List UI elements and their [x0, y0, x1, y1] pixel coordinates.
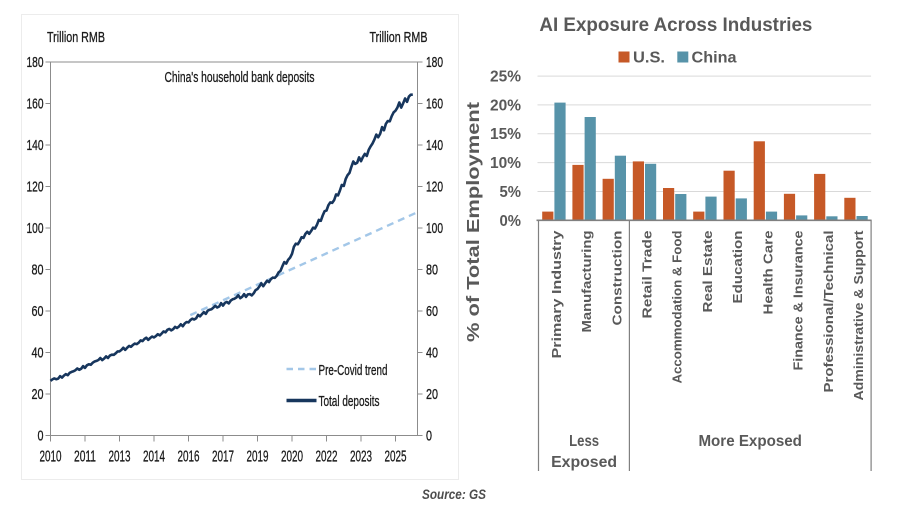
svg-text:80: 80: [32, 263, 44, 279]
svg-text:2020: 2020: [281, 449, 303, 466]
svg-text:40: 40: [426, 346, 438, 362]
svg-text:0: 0: [426, 429, 432, 445]
svg-text:60: 60: [426, 304, 438, 320]
svg-text:100: 100: [426, 221, 443, 237]
svg-text:120: 120: [426, 180, 443, 196]
svg-text:Primary Industry: Primary Industry: [549, 230, 564, 359]
svg-text:2013: 2013: [109, 449, 131, 466]
svg-text:Exposed: Exposed: [551, 454, 617, 471]
svg-text:Manufacturing: Manufacturing: [579, 231, 594, 333]
svg-text:Finance & Insurance: Finance & Insurance: [791, 231, 806, 371]
svg-text:2014: 2014: [143, 449, 165, 466]
svg-text:0: 0: [38, 429, 44, 445]
svg-text:0%: 0%: [500, 213, 522, 230]
svg-text:Trillion RMB: Trillion RMB: [47, 30, 105, 46]
svg-text:Pre-Covid trend: Pre-Covid trend: [319, 362, 388, 379]
svg-text:Education: Education: [730, 231, 745, 304]
svg-text:20%: 20%: [490, 97, 521, 114]
svg-text:2017: 2017: [212, 449, 234, 466]
svg-text:% of Total Employment: % of Total Employment: [463, 102, 483, 342]
svg-text:60: 60: [32, 304, 44, 320]
svg-text:Health Care: Health Care: [760, 231, 775, 315]
svg-text:U.S.: U.S.: [633, 50, 665, 67]
svg-text:160: 160: [426, 97, 443, 113]
svg-text:2011: 2011: [74, 449, 96, 466]
svg-text:2023: 2023: [350, 449, 372, 466]
svg-text:2019: 2019: [247, 449, 269, 466]
svg-text:10%: 10%: [490, 155, 521, 172]
svg-text:140: 140: [426, 138, 443, 154]
svg-text:AI Exposure Across Industries: AI Exposure Across Industries: [539, 15, 812, 36]
svg-text:40: 40: [32, 346, 44, 362]
svg-text:Real Estate: Real Estate: [700, 231, 715, 313]
svg-text:25%: 25%: [490, 69, 521, 86]
svg-text:100: 100: [27, 221, 44, 237]
svg-text:Source: GS: Source: GS: [422, 487, 486, 502]
svg-text:China's household bank deposit: China's household bank deposits: [165, 69, 315, 86]
svg-text:180: 180: [426, 55, 443, 71]
svg-text:5%: 5%: [500, 184, 522, 201]
svg-text:Retail Trade: Retail Trade: [640, 231, 655, 319]
svg-text:140: 140: [27, 138, 44, 154]
svg-text:80: 80: [426, 263, 438, 279]
svg-text:160: 160: [27, 97, 44, 113]
svg-text:120: 120: [27, 180, 44, 196]
svg-text:20: 20: [426, 387, 438, 403]
svg-text:Total deposits: Total deposits: [319, 393, 380, 410]
svg-text:Trillion RMB: Trillion RMB: [370, 30, 428, 46]
svg-text:2025: 2025: [385, 449, 407, 466]
svg-text:15%: 15%: [490, 126, 521, 143]
svg-text:2010: 2010: [40, 449, 62, 466]
svg-text:2022: 2022: [316, 449, 338, 466]
svg-text:20: 20: [32, 387, 44, 403]
svg-text:Professional/Technical: Professional/Technical: [821, 231, 836, 393]
svg-text:Less: Less: [569, 433, 599, 450]
svg-text:180: 180: [27, 55, 44, 71]
svg-text:Construction: Construction: [609, 231, 624, 326]
svg-text:China: China: [692, 50, 737, 67]
svg-text:2016: 2016: [178, 449, 200, 466]
svg-text:Accommodation & Food: Accommodation & Food: [670, 231, 685, 384]
svg-text:Administrative & Support: Administrative & Support: [851, 230, 866, 401]
svg-text:More Exposed: More Exposed: [698, 433, 802, 450]
